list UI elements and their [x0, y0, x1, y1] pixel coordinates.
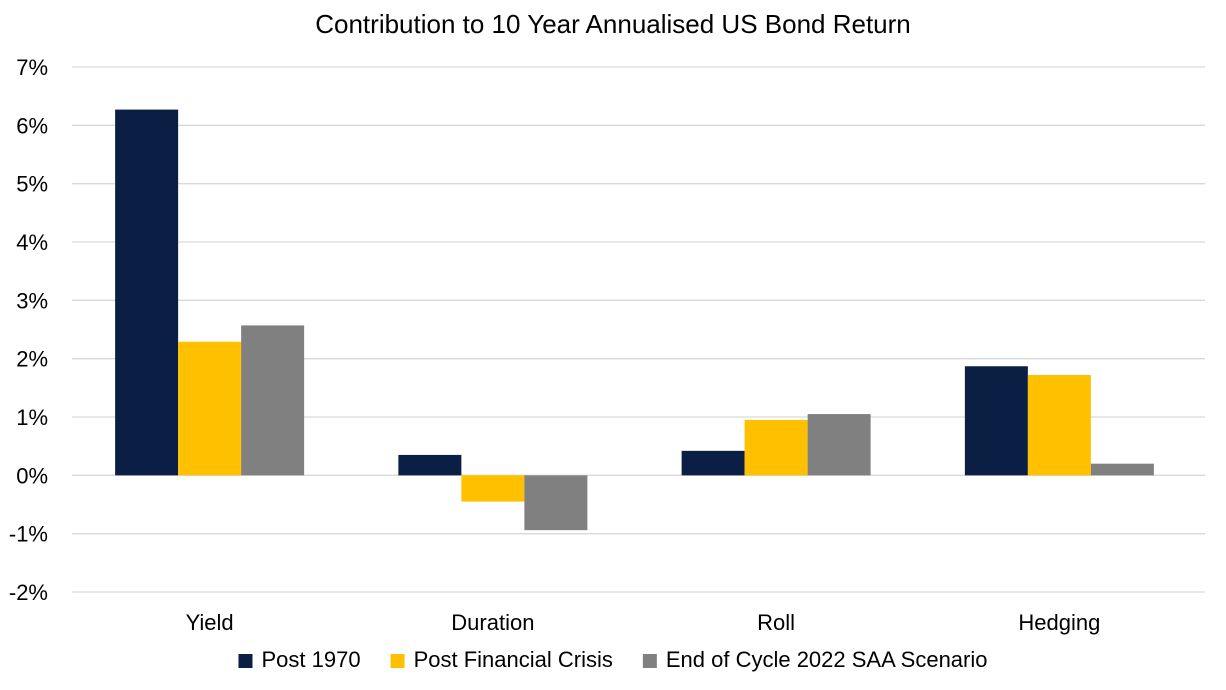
bar [1027, 375, 1091, 476]
legend-swatch [238, 654, 253, 668]
legend-label: Post Financial Crisis [414, 647, 613, 672]
bar [461, 475, 525, 502]
y-tick-label: 0% [16, 463, 48, 488]
legend-label: End of Cycle 2022 SAA Scenario [666, 647, 988, 672]
x-category-label: Duration [451, 610, 534, 635]
legend-swatch [390, 654, 405, 668]
bar [241, 325, 305, 476]
bar [115, 109, 179, 476]
bar [964, 366, 1028, 476]
bar [807, 414, 871, 476]
y-tick-label: 1% [16, 405, 48, 430]
legend-swatch [642, 654, 657, 668]
y-tick-label: 6% [16, 113, 48, 138]
bar [398, 454, 462, 476]
x-category-label: Roll [757, 610, 795, 635]
legend-label: Post 1970 [261, 647, 360, 672]
y-tick-label: 5% [16, 172, 48, 197]
chart-title: Contribution to 10 Year Annualised US Bo… [315, 9, 911, 39]
y-tick-label: -2% [9, 580, 48, 605]
legend-item: Post 1970 [238, 647, 361, 672]
bar [178, 341, 242, 476]
y-tick-label: 3% [16, 288, 48, 313]
x-category-label: Hedging [1018, 610, 1100, 635]
legend-item: Post Financial Crisis [390, 647, 613, 672]
bar [1090, 463, 1154, 476]
bar [681, 450, 745, 476]
y-tick-label: -1% [9, 522, 48, 547]
x-category-label: Yield [186, 610, 234, 635]
bar [744, 419, 808, 476]
legend-item: End of Cycle 2022 SAA Scenario [642, 647, 988, 672]
y-tick-label: 2% [16, 347, 48, 372]
y-tick-label: 7% [16, 55, 48, 80]
y-tick-label: 4% [16, 230, 48, 255]
bar [524, 475, 588, 531]
